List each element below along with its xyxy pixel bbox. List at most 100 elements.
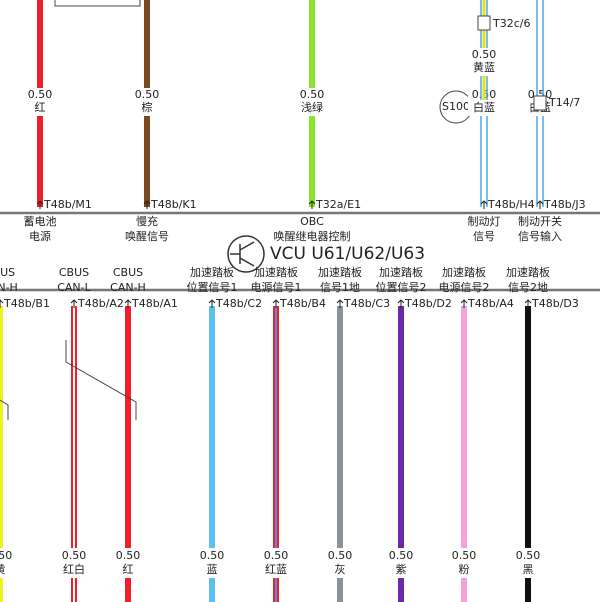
function-label: 电源信号1 [251, 280, 302, 294]
pin [336, 299, 344, 308]
function-label: OBC [300, 215, 324, 228]
connector-label: T32c/6 [492, 17, 530, 30]
wire-color: 粉 [459, 563, 470, 576]
function-label: 信号1地 [320, 281, 360, 294]
function-label: CBUS [113, 266, 143, 279]
function-label: CBUS [0, 266, 15, 279]
function-label: CAN-H [0, 281, 18, 294]
function-label: CAN-L [57, 281, 91, 294]
label-bg [112, 548, 144, 578]
wire-gauge: 0.50 [452, 549, 477, 562]
wire-color: 黄蓝 [473, 60, 495, 74]
wire-gauge: 0.50 [116, 549, 141, 562]
connector-label: T48b/D3 [531, 297, 579, 310]
wire-gauge: 0.50 [264, 549, 289, 562]
wire-gauge: 0.50 [389, 549, 414, 562]
connector-label: T48b/H4 [487, 198, 535, 211]
function-label: 信号2地 [508, 281, 548, 294]
wire-color: 红蓝 [265, 563, 287, 576]
label-bg [448, 548, 480, 578]
connector-label: T48b/M1 [43, 198, 92, 211]
pin [480, 200, 488, 209]
function-label: 位置信号1 [187, 280, 238, 294]
function-label: CBUS [59, 266, 89, 279]
component-box [54, 0, 141, 7]
connector-label: T48b/A4 [467, 297, 514, 310]
wire-gauge: 0.50 [200, 549, 225, 562]
wire-color: 棕 [142, 100, 153, 114]
function-label: 位置信号2 [376, 280, 427, 294]
wire-gauge: 0.50 [0, 549, 12, 562]
function-label: 慢充 [136, 214, 158, 228]
function-label: 制动灯 [468, 215, 501, 228]
wire-gauge: 0.50 [28, 88, 53, 101]
connector-label: T32a/E1 [315, 198, 361, 211]
label-bg [512, 548, 544, 578]
pin [397, 299, 405, 308]
wire-gauge: 0.50 [516, 549, 541, 562]
twist-line [0, 399, 9, 420]
function-label: 信号 [473, 230, 495, 243]
pin [208, 299, 216, 308]
vcu-symbol [227, 235, 265, 273]
function-label: 电源 [29, 229, 51, 243]
pin [143, 200, 151, 209]
wire-color: 浅绿 [301, 100, 323, 114]
label-bg [131, 88, 163, 116]
connector-label: T48b/B4 [279, 297, 326, 310]
wire-color: 红白 [63, 562, 85, 576]
function-label: 加速踏板 [506, 265, 550, 279]
wire-color: 黄 [0, 562, 6, 576]
connector-label: T48b/J3 [543, 198, 586, 211]
label-bg [296, 88, 328, 116]
wire-color: 蓝 [207, 563, 218, 576]
connector-label: T14/7 [548, 96, 580, 109]
wire-color: 黑 [523, 563, 534, 576]
connector-box [477, 15, 491, 31]
wire-color: 红 [123, 563, 134, 576]
function-label: 制动开关 [518, 214, 562, 228]
function-label: 加速踏板 [442, 265, 486, 279]
wire-color: 灰 [335, 562, 346, 576]
wire-color: 红 [35, 101, 46, 114]
connector-label: T48b/A2 [77, 297, 124, 310]
function-label: 唤醒信号 [125, 229, 169, 243]
wire-color: 紫 [396, 563, 407, 576]
label-bg [0, 548, 16, 578]
pin [524, 299, 532, 308]
connector-box [533, 95, 547, 111]
pin [308, 200, 316, 209]
function-label: 加速踏板 [190, 265, 234, 279]
function-label: 信号输入 [518, 229, 562, 243]
twist-line [65, 340, 137, 420]
function-label: 加速踏板 [318, 265, 362, 279]
pin [36, 200, 44, 209]
wire-gauge: 0.50 [135, 88, 160, 101]
connector-label: T48b/C2 [215, 297, 262, 310]
function-label: 蓄电池 [24, 215, 57, 228]
label-bg [260, 548, 292, 578]
connector-label: T48b/A1 [131, 297, 178, 310]
pin [0, 299, 4, 308]
function-label: CAN-H [110, 281, 146, 294]
connector-label: T48b/D2 [404, 297, 452, 310]
function-label: 电源信号2 [439, 280, 490, 294]
connector-label: T48b/B1 [3, 297, 50, 310]
function-label: 加速踏板 [254, 265, 298, 279]
wire-gauge: 0.50 [300, 88, 325, 101]
label-bg [24, 88, 56, 116]
label-bg [324, 548, 356, 578]
wire-gauge: 0.50 [328, 549, 353, 562]
pin [124, 299, 132, 308]
label-bg [196, 548, 228, 578]
module-title: VCU U61/U62/U63 [270, 244, 425, 264]
function-label: 唤醒继电器控制 [274, 229, 351, 243]
label-bg [58, 548, 90, 578]
splice-label: S100 [442, 100, 470, 113]
label-bg [468, 48, 500, 76]
wire-gauge: 0.50 [472, 48, 497, 61]
label-bg [385, 548, 417, 578]
wire-gauge: 0.50 [62, 549, 87, 562]
